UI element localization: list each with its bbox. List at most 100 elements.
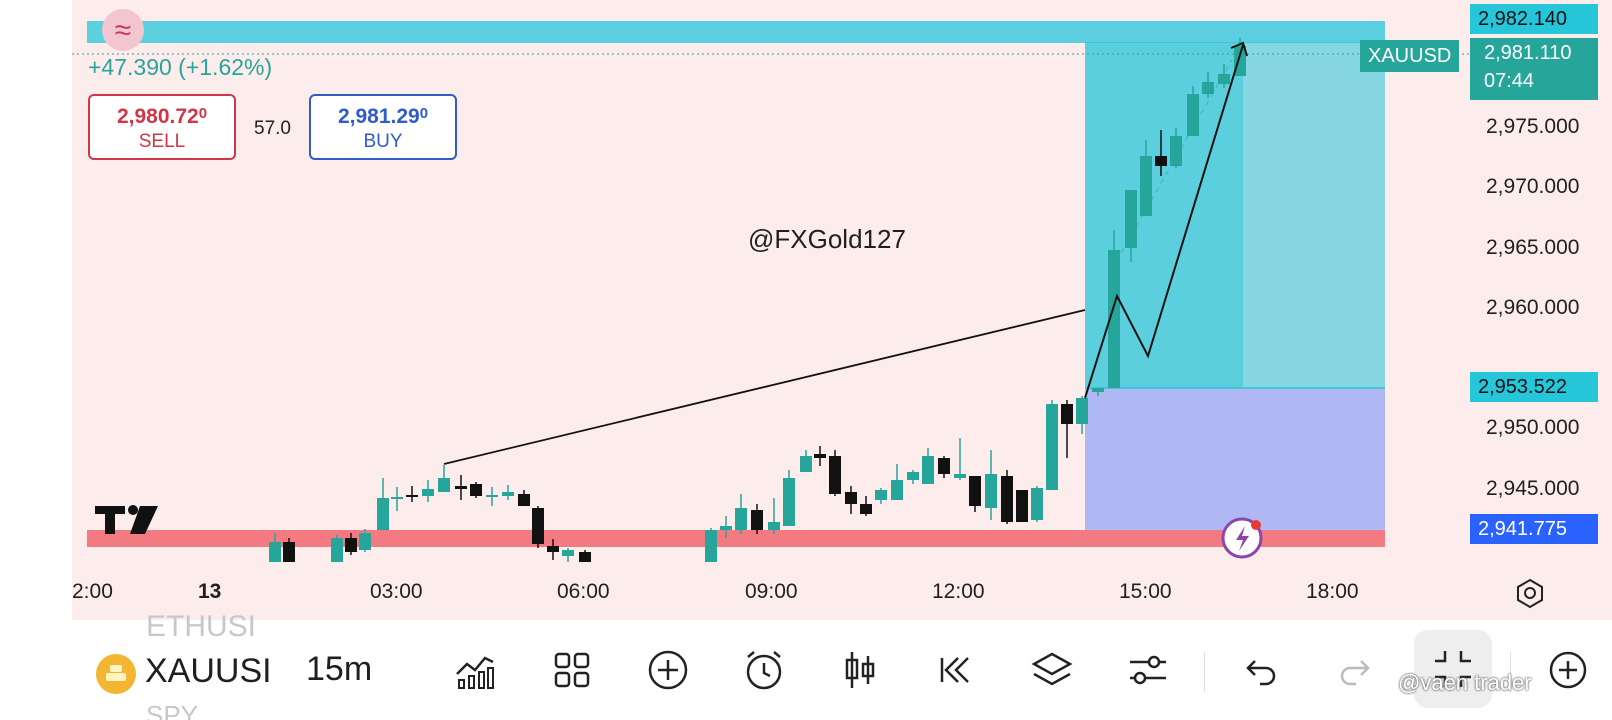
indicators-icon[interactable]	[453, 648, 497, 692]
candle-type-icon[interactable]	[838, 648, 882, 692]
candle-body	[486, 495, 498, 497]
candle-body	[470, 484, 482, 496]
layers-icon[interactable]	[1030, 648, 1074, 692]
candle-body	[331, 538, 343, 562]
candle-body	[406, 495, 418, 497]
candle-body	[1076, 398, 1088, 424]
candle-body	[705, 530, 717, 562]
candle-body	[269, 542, 281, 562]
redo-icon[interactable]	[1334, 648, 1378, 692]
candle-body	[377, 498, 389, 530]
price-axis-label: 2,975.000	[1486, 115, 1580, 138]
replay-icon[interactable]	[934, 648, 978, 692]
sell-price: 2,980.720	[116, 105, 208, 128]
stop-bar[interactable]	[87, 530, 1385, 547]
candle-body	[922, 456, 934, 484]
alarm-icon[interactable]	[742, 648, 786, 692]
candle-body	[891, 480, 903, 500]
loss-zone[interactable]	[1085, 388, 1385, 530]
candle-body	[1187, 94, 1199, 136]
target-bar[interactable]	[87, 21, 1385, 43]
buy-button[interactable]: 2,981.290 BUY	[309, 94, 457, 160]
candle-body	[1092, 388, 1104, 392]
candle-body	[751, 510, 763, 530]
layouts-icon[interactable]	[550, 648, 594, 692]
price-axis-label: 2,950.000	[1486, 416, 1580, 439]
settings-sliders-icon[interactable]	[1126, 648, 1170, 692]
time-axis-label: 03:00	[370, 580, 423, 603]
watermark-credit: @vaen trader	[1398, 670, 1532, 695]
current-price-tag: 2,981.110 07:44	[1470, 38, 1598, 100]
symbol-tag: XAUUSD	[1360, 40, 1460, 72]
spread-value: 57.0	[254, 118, 291, 139]
sell-label: SELL	[138, 131, 186, 152]
candle-body	[359, 533, 371, 550]
candle-body	[845, 492, 857, 504]
price-change: +47.390 (+1.62%)	[88, 54, 273, 80]
candle-body	[860, 504, 872, 514]
menu-logo-icon[interactable]	[102, 9, 144, 51]
symbol-scroll-above: ETHUSI	[146, 610, 257, 643]
left-strip	[0, 0, 72, 720]
target-price-tag: 2,982.140	[1470, 4, 1598, 34]
price-axis-label: 2,960.000	[1486, 296, 1580, 319]
candle-body	[783, 478, 795, 526]
zoom-in-icon[interactable]	[1546, 648, 1590, 692]
chart-settings-icon[interactable]	[1517, 578, 1543, 609]
candle-body	[720, 526, 732, 530]
candle-body	[985, 474, 997, 508]
candle-body	[579, 552, 591, 562]
undo-icon[interactable]	[1238, 648, 1282, 692]
gold-coin-icon	[96, 654, 136, 694]
buy-price: 2,981.290	[337, 105, 429, 128]
candle-body	[518, 494, 530, 506]
price-axis-label: 2,965.000	[1486, 236, 1580, 259]
candle-body	[455, 486, 467, 489]
price-axis-label: 2,970.000	[1486, 175, 1580, 198]
toolbar-divider	[1204, 652, 1205, 692]
candle-body	[907, 472, 919, 480]
timeframe-selector[interactable]: 15m	[306, 650, 373, 688]
stop-price-tag: 2,941.775	[1470, 514, 1598, 544]
candle-body	[1125, 190, 1137, 248]
candle-body	[1016, 490, 1028, 522]
time-axis-label-day: 13	[198, 580, 222, 603]
candle-body	[345, 538, 357, 552]
time-axis-label: 18:00	[1306, 580, 1359, 603]
candle-body	[800, 456, 812, 472]
candle-body	[829, 456, 841, 494]
candle-body	[532, 508, 544, 544]
candle-body	[1218, 74, 1230, 84]
candle-body	[954, 474, 966, 478]
time-axis-label: 06:00	[557, 580, 610, 603]
candle-body	[391, 497, 403, 499]
arrow-head	[1230, 41, 1248, 57]
candle-body	[1046, 404, 1058, 490]
candle-body	[938, 458, 950, 474]
menu-logo-glyph: ≈	[115, 14, 131, 47]
candle-body	[969, 476, 981, 506]
chart-watermark-handle: @FXGold127	[748, 224, 906, 254]
sell-button[interactable]: 2,980.720 SELL	[88, 94, 236, 160]
candle-body	[438, 478, 450, 492]
candle-body	[1108, 250, 1120, 388]
candle-body	[1031, 488, 1043, 520]
candle-body	[283, 542, 295, 562]
time-axis-label: 12:00	[932, 580, 985, 603]
lightning-icon[interactable]	[1221, 517, 1263, 559]
fullscreen-exit-button[interactable]	[1414, 630, 1492, 708]
drawn-projection-path[interactable]	[1084, 44, 1244, 399]
time-axis-label: 15:00	[1119, 580, 1172, 603]
chart-canvas[interactable]: ≈	[0, 0, 1612, 620]
candle-body	[1202, 82, 1214, 94]
projection-line	[1110, 59, 1233, 271]
symbol-selector[interactable]: XAUUSI	[145, 652, 270, 690]
time-axis-label: 09:00	[745, 580, 798, 603]
candle-body	[502, 492, 514, 496]
add-icon[interactable]	[646, 648, 690, 692]
tradingview-logo	[95, 505, 158, 534]
price-axis-label: 2,945.000	[1486, 477, 1580, 500]
drawn-trend-path[interactable]	[443, 309, 1086, 465]
candle-body	[422, 489, 434, 496]
